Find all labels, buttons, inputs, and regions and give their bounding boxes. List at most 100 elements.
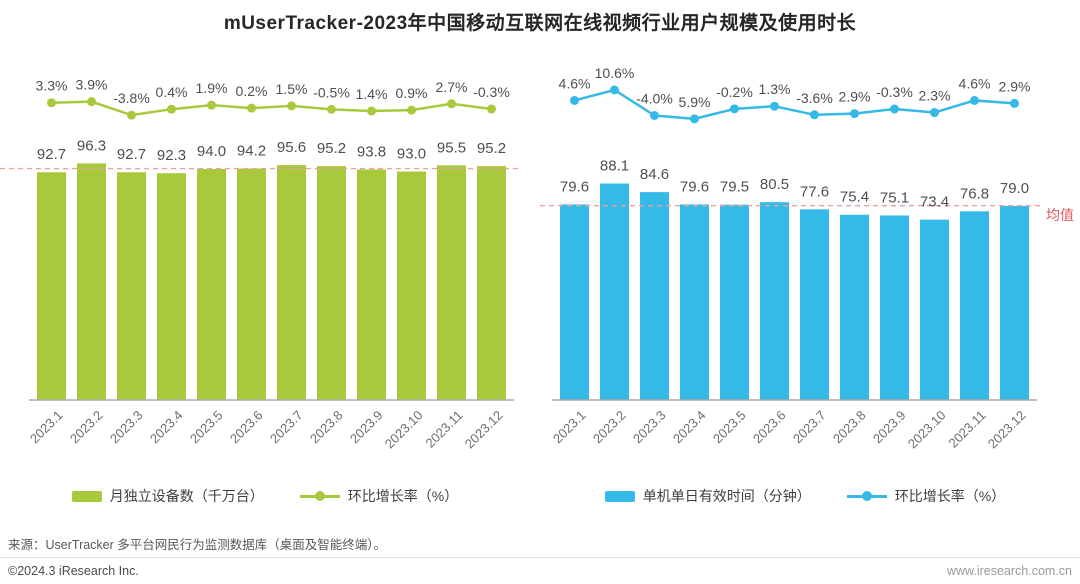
growth-label: -0.3%	[876, 84, 913, 100]
bar-value-label: 80.5	[760, 176, 789, 193]
bar	[357, 169, 386, 400]
growth-label: 3.3%	[36, 78, 68, 94]
bar-value-label: 94.0	[197, 143, 226, 160]
bar-value-label: 79.5	[720, 179, 749, 196]
bar	[117, 172, 146, 400]
bar	[437, 165, 466, 400]
line-marker	[570, 95, 579, 105]
charts-area: 3.3% 3.9% -3.8% 0.4% 1.9% 0.2% 1.5% -0.5% 1.4% 0.…	[0, 45, 1080, 470]
line-marker	[850, 109, 859, 119]
growth-line	[574, 88, 1015, 121]
growth-label: 5.9%	[679, 94, 711, 110]
bar-value-label: 79.6	[560, 178, 589, 195]
line-marker	[810, 110, 819, 120]
x-axis-label: 2023.6	[750, 408, 789, 447]
bar-value-label: 73.4	[920, 194, 949, 211]
growth-label: 4.6%	[959, 75, 991, 91]
growth-label: -0.2%	[716, 84, 753, 100]
growth-line	[51, 100, 492, 117]
growth-label: 1.9%	[196, 80, 228, 96]
bar	[640, 192, 669, 400]
x-axis-label: 2023.6	[227, 408, 266, 447]
growth-label: -3.6%	[796, 90, 833, 106]
x-axis-label: 2023.10	[382, 408, 426, 452]
bar	[77, 163, 106, 400]
legend-item-duration: 单机单日有效时间（分钟）	[604, 486, 811, 506]
legend-label: 单机单日有效时间（分钟）	[642, 488, 811, 504]
mean-label: 均值	[1046, 207, 1074, 223]
bar	[960, 211, 989, 400]
legend-label: 环比增长率（%）	[894, 488, 1006, 504]
bar-value-label: 95.2	[477, 140, 506, 157]
x-axis-label: 2023.5	[187, 408, 226, 447]
line-swatch-icon	[846, 491, 887, 501]
x-axis-label: 2023.10	[905, 408, 949, 452]
line-marker	[127, 110, 136, 120]
growth-label: 0.2%	[236, 83, 268, 99]
duration-chart-legend: 单机单日有效时间（分钟） 环比增长率（%）	[530, 486, 1080, 506]
growth-label: 0.9%	[396, 85, 428, 101]
line-marker	[47, 98, 56, 108]
bar	[197, 169, 226, 400]
line-marker	[447, 99, 456, 109]
line-marker	[247, 103, 256, 113]
line-marker	[930, 108, 939, 118]
line-swatch-icon	[299, 491, 340, 501]
x-axis-label: 2023.2	[67, 408, 106, 447]
line-marker	[970, 95, 979, 105]
source-note: 来源：UserTracker 多平台网民行为监测数据库（桌面及智能终端）。	[8, 538, 387, 552]
legend-label: 环比增长率（%）	[347, 488, 459, 504]
line-marker	[650, 111, 659, 120]
x-axis-label: 2023.7	[267, 408, 306, 447]
legend-item-duration-growth: 环比增长率（%）	[846, 486, 1006, 506]
bar	[840, 214, 869, 400]
line-marker	[367, 106, 376, 116]
x-axis-label: 2023.9	[870, 408, 909, 447]
bar	[157, 173, 186, 400]
legends-row: 月独立设备数（千万台） 环比增长率（%） 单机单日有效时间（分钟） 环比增长率（…	[0, 486, 1080, 506]
legend-label: 月独立设备数（千万台）	[109, 488, 264, 504]
legend-item-devices-growth: 环比增长率（%）	[299, 486, 459, 506]
x-axis-label: 2023.12	[462, 408, 506, 452]
bar	[317, 166, 346, 400]
bar-value-label: 77.6	[800, 183, 829, 200]
bar-value-label: 94.2	[237, 143, 266, 160]
bar	[920, 219, 949, 400]
website-text: www.iresearch.com.cn	[946, 564, 1072, 578]
bar	[600, 183, 629, 400]
growth-label: 2.7%	[436, 79, 468, 95]
x-axis-label: 2023.2	[590, 408, 629, 447]
growth-label: -0.5%	[313, 84, 350, 100]
growth-label: 2.9%	[999, 78, 1031, 94]
bar	[680, 204, 709, 400]
bar	[37, 172, 66, 400]
bar-swatch-icon	[71, 490, 102, 502]
line-marker	[487, 104, 496, 114]
bar-value-label: 75.1	[880, 189, 909, 206]
x-axis-label: 2023.1	[550, 408, 589, 447]
x-axis-label: 2023.8	[830, 408, 869, 447]
x-axis-label: 2023.4	[147, 408, 186, 447]
line-marker	[87, 97, 96, 107]
growth-label: 1.4%	[356, 86, 388, 102]
copyright-text: ©2024.3 iResearch Inc.	[8, 564, 139, 578]
x-axis-label: 2023.3	[107, 408, 146, 447]
legend-item-devices: 月独立设备数（千万台）	[71, 486, 264, 506]
bar-value-label: 84.6	[640, 166, 669, 183]
bar-value-label: 92.3	[157, 147, 186, 164]
x-axis-label: 2023.12	[985, 408, 1029, 452]
x-axis-label: 2023.5	[710, 408, 749, 447]
line-marker	[407, 105, 416, 115]
x-axis-label: 2023.11	[945, 408, 988, 451]
bar-value-label: 95.6	[277, 139, 306, 156]
bar-value-label: 79.0	[1000, 180, 1029, 197]
line-marker	[327, 104, 336, 114]
devices-bar-line-chart: 3.3% 3.9% -3.8% 0.4% 1.9% 0.2% 1.5% -0.5% 1.4% 0.…	[0, 77, 520, 452]
line-marker	[770, 101, 779, 111]
line-marker	[207, 100, 216, 110]
x-axis-label: 2023.3	[630, 408, 669, 447]
devices-chart-legend: 月独立设备数（千万台） 环比增长率（%）	[0, 486, 530, 506]
growth-label: 3.9%	[76, 77, 108, 93]
footer-bar: ©2024.3 iResearch Inc. www.iresearch.com…	[8, 564, 1072, 578]
growth-label: 10.6%	[595, 65, 635, 81]
